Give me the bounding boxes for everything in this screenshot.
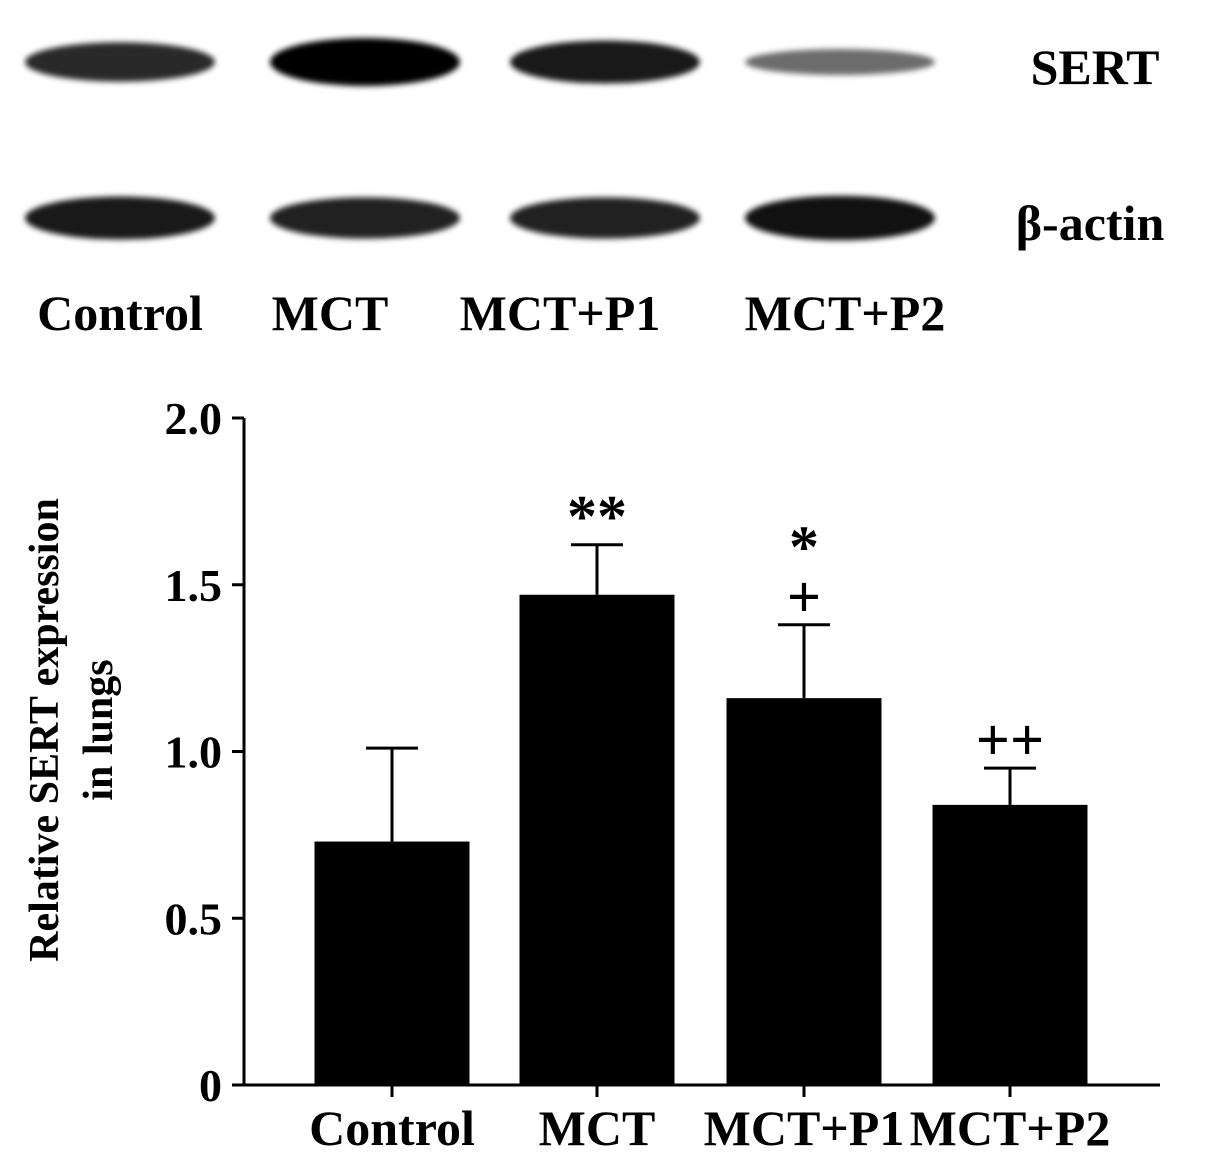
y-axis-label-line-2: in lungs bbox=[76, 659, 122, 800]
y-tick-label: 1.0 bbox=[165, 727, 223, 778]
bar bbox=[726, 698, 882, 1085]
x-tick-label: MCT+P1 bbox=[704, 1100, 905, 1156]
x-tick-label: Control bbox=[309, 1100, 475, 1156]
blot-band bbox=[510, 40, 700, 84]
significance-marker: + bbox=[787, 564, 821, 630]
blot-band bbox=[510, 197, 700, 239]
y-tick-label: 0 bbox=[199, 1060, 222, 1111]
blot-lane-label-mct: MCT bbox=[272, 285, 389, 341]
bar bbox=[314, 841, 470, 1085]
x-tick-label: MCT+P2 bbox=[910, 1100, 1111, 1156]
blot-lane-label-mct-p1: MCT+P1 bbox=[460, 285, 661, 341]
bar bbox=[932, 804, 1088, 1085]
blot-band bbox=[270, 38, 460, 86]
blot-band bbox=[270, 197, 460, 239]
y-tick-label: 0.5 bbox=[165, 893, 223, 944]
blot-band bbox=[745, 49, 935, 75]
blot-band bbox=[745, 195, 935, 241]
x-tick-label: MCT bbox=[539, 1100, 656, 1156]
blot-band bbox=[25, 42, 215, 82]
y-tick-label: 1.5 bbox=[165, 560, 223, 611]
significance-marker: ** bbox=[567, 484, 627, 550]
y-tick-label: 2.0 bbox=[165, 393, 223, 444]
blot-lane-label-mct-p2: MCT+P2 bbox=[745, 285, 946, 341]
western-blot: SERT β-actin Control MCT MCT+P1 MCT+P2 bbox=[25, 38, 1165, 341]
blot-band bbox=[25, 196, 215, 240]
blot-row-label-beta-actin: β-actin bbox=[1016, 195, 1165, 251]
blot-lane-label-control: Control bbox=[37, 285, 203, 341]
y-axis-label-line-1: Relative SERT expression bbox=[22, 498, 68, 962]
significance-marker: * bbox=[789, 514, 819, 580]
significance-marker: ++ bbox=[976, 707, 1044, 773]
blot-row-label-sert: SERT bbox=[1031, 39, 1160, 95]
bar bbox=[519, 594, 675, 1085]
